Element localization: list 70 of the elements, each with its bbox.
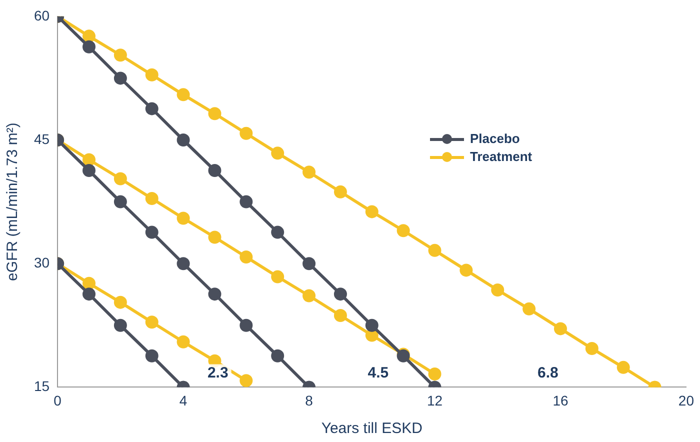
- point: [302, 289, 316, 302]
- point: [145, 102, 158, 116]
- y-axis-title: eGFR (mL/min/1.73 m²): [4, 122, 22, 281]
- point: [145, 68, 158, 82]
- point: [82, 288, 96, 301]
- y-tick-label: 15: [34, 378, 50, 394]
- x-tick-label: 12: [426, 392, 443, 408]
- point: [428, 368, 442, 381]
- point: [334, 288, 347, 301]
- point: [460, 264, 473, 277]
- point: [145, 192, 158, 206]
- x-tick-label: 20: [678, 392, 694, 408]
- annotation: 2.3: [207, 364, 228, 382]
- legend-label: Treatment: [470, 149, 532, 164]
- legend-label: Placebo: [470, 131, 520, 146]
- point: [365, 205, 378, 218]
- point: [145, 316, 158, 329]
- x-tick-label: 0: [54, 392, 62, 408]
- point: [240, 374, 253, 388]
- point: [208, 164, 222, 177]
- point: [176, 212, 190, 225]
- point: [208, 288, 222, 301]
- point: [240, 126, 253, 140]
- point: [176, 134, 190, 146]
- point: [271, 226, 284, 239]
- y-tick-label: 30: [34, 254, 50, 270]
- point: [114, 195, 127, 208]
- y-tick-label: 60: [34, 7, 50, 24]
- point: [616, 360, 630, 374]
- point: [491, 283, 504, 296]
- annotation: 6.8: [537, 364, 558, 382]
- point: [114, 172, 127, 186]
- point: [82, 153, 96, 166]
- point: [82, 30, 96, 43]
- x-tick-label: 16: [552, 392, 568, 408]
- point: [240, 195, 253, 208]
- point: [240, 318, 253, 332]
- point: [176, 257, 190, 270]
- x-axis-title: Years till ESKD: [321, 420, 423, 438]
- point: [334, 185, 347, 198]
- point: [554, 322, 567, 336]
- point: [114, 72, 127, 85]
- point: [82, 40, 96, 54]
- x-tick-label: 8: [305, 392, 314, 408]
- point: [271, 146, 284, 160]
- point: [365, 318, 378, 332]
- point: [82, 276, 96, 290]
- point: [145, 349, 158, 362]
- point: [208, 107, 222, 120]
- point: [208, 230, 222, 244]
- point: [522, 302, 536, 316]
- x-tick-label: 4: [179, 392, 188, 408]
- point: [82, 164, 96, 177]
- point: [334, 309, 347, 322]
- point: [271, 270, 284, 284]
- point: [114, 318, 127, 332]
- point: [176, 335, 190, 348]
- y-tick-label: 45: [34, 130, 50, 147]
- point: [114, 48, 127, 62]
- point: [271, 349, 284, 362]
- point: [240, 250, 253, 264]
- point: [114, 296, 127, 309]
- point: [585, 342, 598, 355]
- point: [302, 257, 316, 270]
- point: [396, 224, 410, 238]
- point: [176, 88, 190, 102]
- point: [145, 226, 158, 239]
- annotation: 4.5: [368, 364, 389, 382]
- point: [302, 166, 316, 179]
- point: [428, 244, 442, 257]
